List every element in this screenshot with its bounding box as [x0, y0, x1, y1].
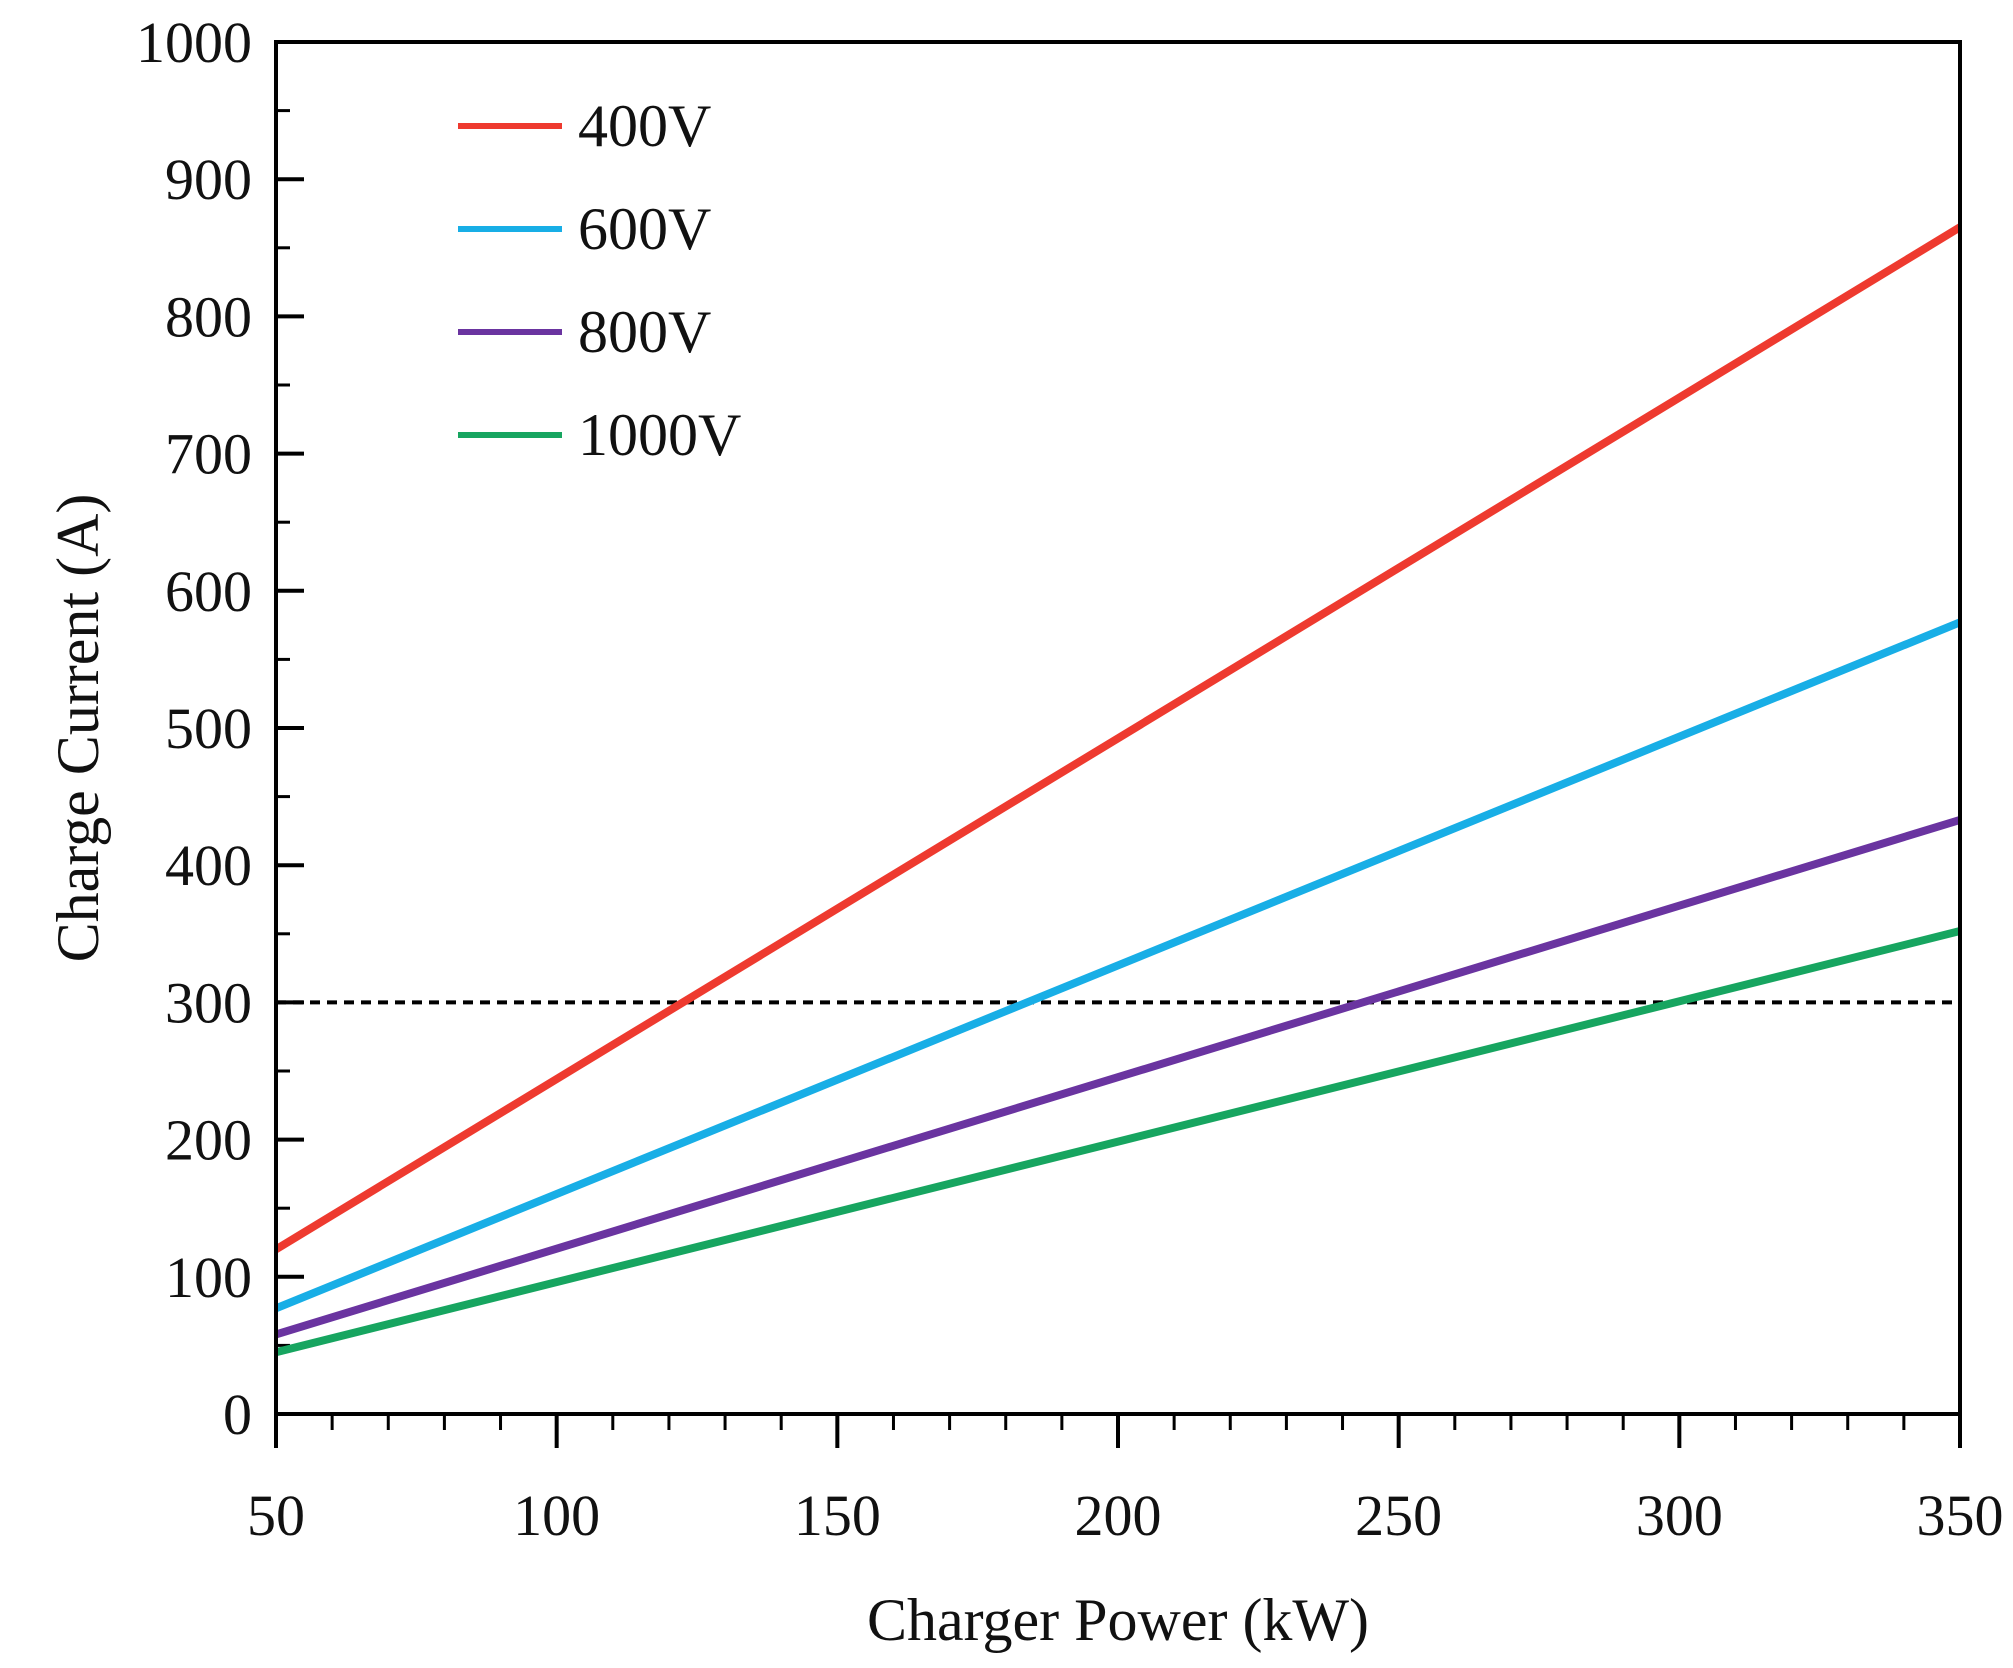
plot-frame [274, 40, 1962, 1416]
major-ticks [274, 40, 1962, 1448]
legend-label-1000V: 1000V [578, 402, 741, 468]
x-tick-label: 100 [513, 1483, 600, 1548]
series-line-400V [273, 223, 1963, 1253]
minor-ticks [276, 109, 1906, 1430]
legend: 400V 600V 800V 1000V [458, 93, 741, 468]
x-tick-label: 50 [247, 1483, 305, 1548]
series-lines [273, 223, 1963, 1357]
y-tick-label: 400 [165, 833, 252, 898]
x-tick-label: 200 [1075, 1483, 1162, 1548]
tick-labels: 50 100 150 200 250 300 350 0 100 200 300 400 500 600 7… [136, 10, 2004, 1548]
x-tick-label: 250 [1355, 1483, 1442, 1548]
y-tick-label: 0 [223, 1382, 252, 1447]
y-tick-label: 700 [165, 422, 252, 487]
series-line-600V [274, 618, 1962, 1313]
y-tick-label: 900 [165, 147, 252, 212]
y-tick-label: 500 [165, 696, 252, 761]
y-tick-label: 600 [165, 559, 252, 624]
x-tick-label: 150 [794, 1483, 881, 1548]
legend-label-400V: 400V [578, 93, 711, 159]
y-tick-label: 200 [165, 1108, 252, 1173]
series-line-1000V [275, 927, 1961, 1357]
legend-label-600V: 600V [578, 196, 711, 262]
x-tick-label: 300 [1636, 1483, 1723, 1548]
x-tick-label: 350 [1917, 1483, 2004, 1548]
y-tick-label: 800 [165, 284, 252, 349]
y-tick-label: 100 [165, 1245, 252, 1310]
y-tick-label: 1000 [136, 10, 252, 75]
y-tick-label: 300 [165, 970, 252, 1035]
legend-label-800V: 800V [578, 299, 711, 365]
series-line-800V [274, 816, 1962, 1339]
x-axis-title: Charger Power (kW) [867, 1587, 1369, 1653]
y-axis-title: Charge Current (A) [45, 494, 111, 963]
